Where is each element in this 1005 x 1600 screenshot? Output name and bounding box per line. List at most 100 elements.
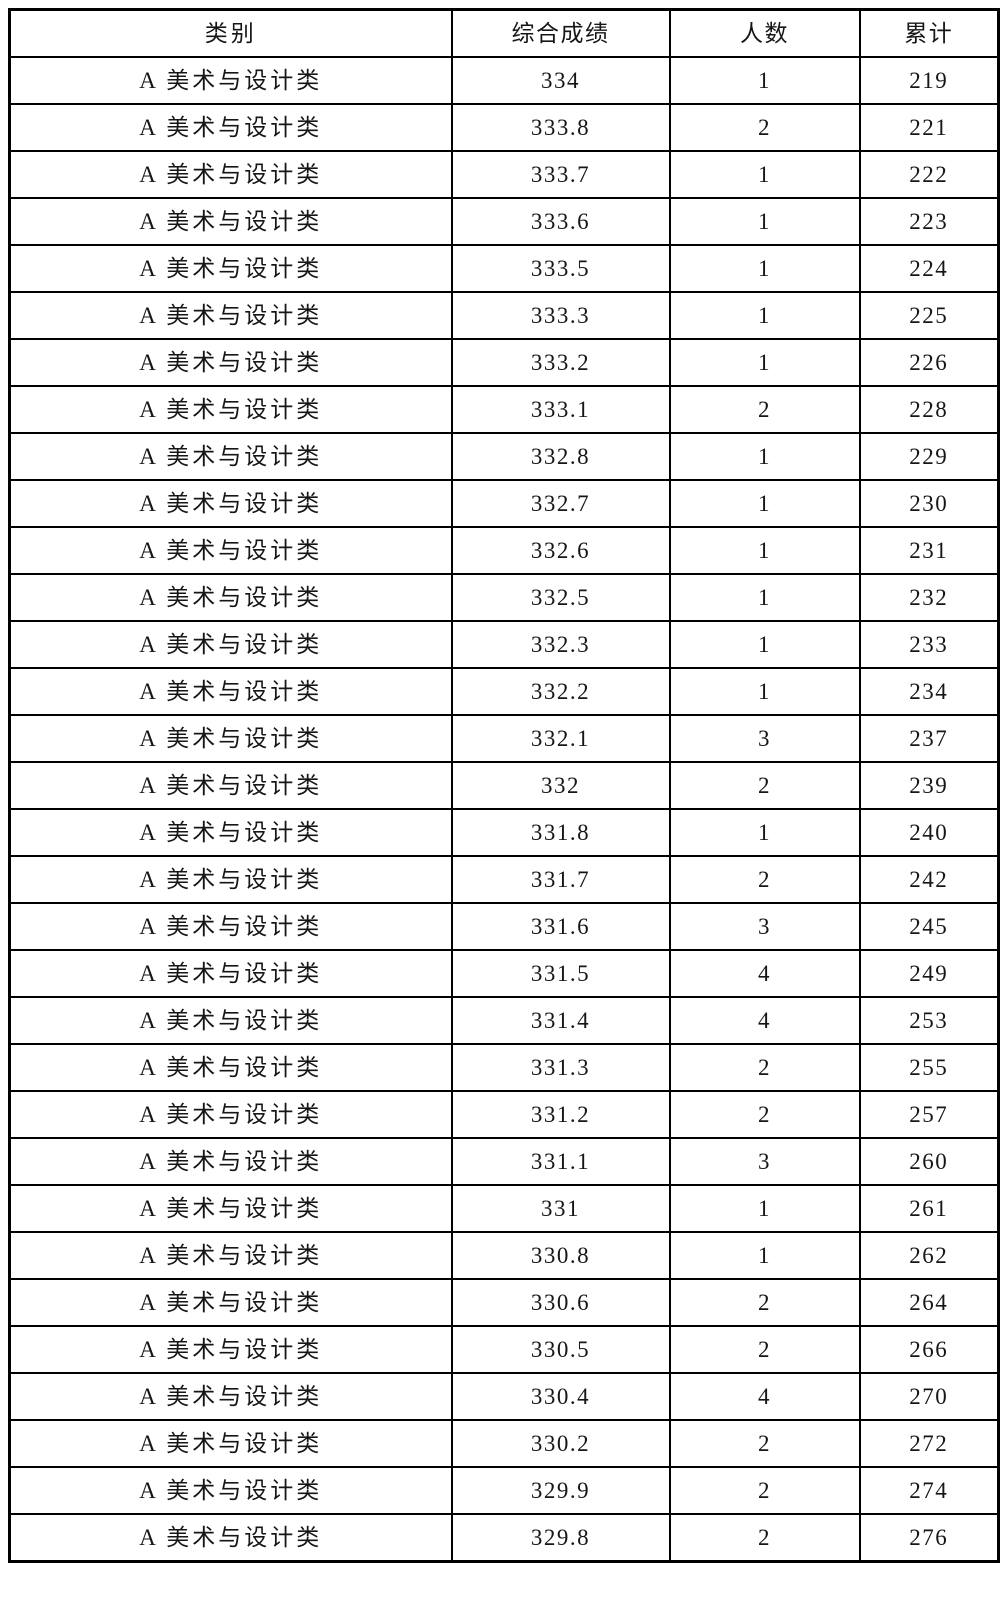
score-cell: 332.1 (450, 714, 671, 763)
table-row: A 美术与设计类 334 1 219 (8, 56, 1000, 105)
count-cell: 1 (668, 808, 861, 857)
category-cell: A 美术与设计类 (8, 573, 453, 622)
table-row: A 美术与设计类 332.6 1 231 (8, 526, 1000, 575)
header-count: 人数 (668, 8, 861, 58)
count-cell: 1 (668, 150, 861, 199)
category-cell: A 美术与设计类 (8, 949, 453, 998)
cumulative-cell: 274 (858, 1466, 1000, 1515)
score-cell: 332.7 (450, 479, 671, 528)
score-table: 类别 综合成绩 人数 累计 A 美术与设计类 334 1 219 A 美术与设计… (8, 8, 1000, 1563)
score-cell: 330.5 (450, 1325, 671, 1374)
cumulative-cell: 224 (858, 244, 1000, 293)
table-header: 类别 综合成绩 人数 累计 (8, 8, 1000, 58)
table-row: A 美术与设计类 330.8 1 262 (8, 1231, 1000, 1280)
count-cell: 1 (668, 197, 861, 246)
table-row: A 美术与设计类 333.2 1 226 (8, 338, 1000, 387)
category-cell: A 美术与设计类 (8, 150, 453, 199)
count-cell: 2 (668, 855, 861, 904)
count-cell: 3 (668, 902, 861, 951)
table-row: A 美术与设计类 332 2 239 (8, 761, 1000, 810)
score-cell: 329.9 (450, 1466, 671, 1515)
score-cell: 332 (450, 761, 671, 810)
cumulative-cell: 260 (858, 1137, 1000, 1186)
category-cell: A 美术与设计类 (8, 291, 453, 340)
count-cell: 1 (668, 1184, 861, 1233)
score-cell: 330.6 (450, 1278, 671, 1327)
table-row: A 美术与设计类 333.5 1 224 (8, 244, 1000, 293)
cumulative-cell: 264 (858, 1278, 1000, 1327)
score-cell: 331.4 (450, 996, 671, 1045)
score-cell: 329.8 (450, 1513, 671, 1563)
count-cell: 3 (668, 1137, 861, 1186)
count-cell: 2 (668, 1090, 861, 1139)
cumulative-cell: 228 (858, 385, 1000, 434)
cumulative-cell: 225 (858, 291, 1000, 340)
category-cell: A 美术与设计类 (8, 1043, 453, 1092)
table-row: A 美术与设计类 330.2 2 272 (8, 1419, 1000, 1468)
count-cell: 2 (668, 1419, 861, 1468)
score-cell: 333.6 (450, 197, 671, 246)
table-row: A 美术与设计类 332.8 1 229 (8, 432, 1000, 481)
table-row: A 美术与设计类 330.6 2 264 (8, 1278, 1000, 1327)
count-cell: 2 (668, 1513, 861, 1563)
score-cell: 331 (450, 1184, 671, 1233)
cumulative-cell: 242 (858, 855, 1000, 904)
category-cell: A 美术与设计类 (8, 197, 453, 246)
count-cell: 1 (668, 432, 861, 481)
cumulative-cell: 233 (858, 620, 1000, 669)
category-cell: A 美术与设计类 (8, 996, 453, 1045)
count-cell: 2 (668, 385, 861, 434)
cumulative-cell: 245 (858, 902, 1000, 951)
table-row: A 美术与设计类 329.9 2 274 (8, 1466, 1000, 1515)
count-cell: 1 (668, 338, 861, 387)
count-cell: 3 (668, 714, 861, 763)
category-cell: A 美术与设计类 (8, 1137, 453, 1186)
category-cell: A 美术与设计类 (8, 808, 453, 857)
table-row: A 美术与设计类 332.5 1 232 (8, 573, 1000, 622)
table-row: A 美术与设计类 333.3 1 225 (8, 291, 1000, 340)
category-cell: A 美术与设计类 (8, 56, 453, 105)
cumulative-cell: 237 (858, 714, 1000, 763)
count-cell: 2 (668, 1466, 861, 1515)
score-cell: 331.5 (450, 949, 671, 998)
count-cell: 1 (668, 573, 861, 622)
category-cell: A 美术与设计类 (8, 479, 453, 528)
table-row: A 美术与设计类 331.4 4 253 (8, 996, 1000, 1045)
category-cell: A 美术与设计类 (8, 1513, 453, 1563)
score-cell: 333.1 (450, 385, 671, 434)
count-cell: 4 (668, 1372, 861, 1421)
score-cell: 333.2 (450, 338, 671, 387)
count-cell: 1 (668, 667, 861, 716)
cumulative-cell: 255 (858, 1043, 1000, 1092)
table-row: A 美术与设计类 331.1 3 260 (8, 1137, 1000, 1186)
count-cell: 1 (668, 244, 861, 293)
cumulative-cell: 222 (858, 150, 1000, 199)
category-cell: A 美术与设计类 (8, 714, 453, 763)
table-row: A 美术与设计类 333.8 2 221 (8, 103, 1000, 152)
table-row: A 美术与设计类 333.1 2 228 (8, 385, 1000, 434)
cumulative-cell: 270 (858, 1372, 1000, 1421)
count-cell: 2 (668, 1325, 861, 1374)
document-page: 类别 综合成绩 人数 累计 A 美术与设计类 334 1 219 A 美术与设计… (0, 8, 1005, 1600)
category-cell: A 美术与设计类 (8, 1466, 453, 1515)
cumulative-cell: 249 (858, 949, 1000, 998)
table-row: A 美术与设计类 333.6 1 223 (8, 197, 1000, 246)
header-score: 综合成绩 (450, 8, 671, 58)
table-row: A 美术与设计类 331 1 261 (8, 1184, 1000, 1233)
table-row: A 美术与设计类 332.3 1 233 (8, 620, 1000, 669)
category-cell: A 美术与设计类 (8, 1231, 453, 1280)
score-cell: 332.5 (450, 573, 671, 622)
count-cell: 1 (668, 479, 861, 528)
count-cell: 2 (668, 1043, 861, 1092)
count-cell: 1 (668, 56, 861, 105)
category-cell: A 美术与设计类 (8, 1090, 453, 1139)
cumulative-cell: 266 (858, 1325, 1000, 1374)
table-row: A 美术与设计类 331.2 2 257 (8, 1090, 1000, 1139)
cumulative-cell: 261 (858, 1184, 1000, 1233)
count-cell: 2 (668, 1278, 861, 1327)
category-cell: A 美术与设计类 (8, 432, 453, 481)
cumulative-cell: 257 (858, 1090, 1000, 1139)
cumulative-cell: 232 (858, 573, 1000, 622)
header-category: 类别 (8, 8, 453, 58)
category-cell: A 美术与设计类 (8, 244, 453, 293)
